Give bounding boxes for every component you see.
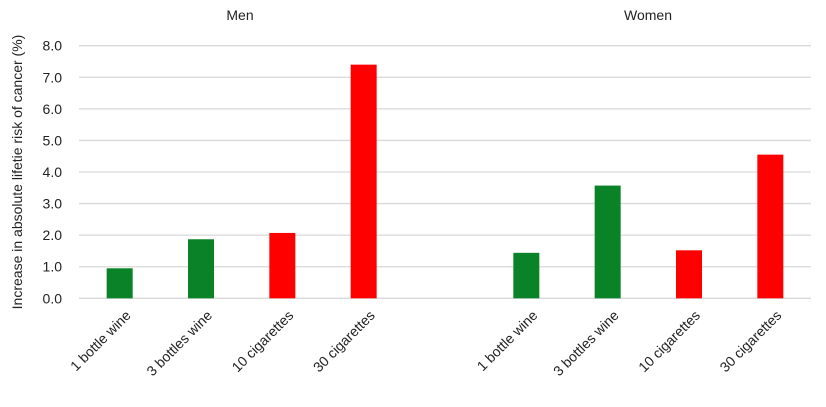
y-axis-ticks: 0.0 1.0 2.0 3.0 4.0 5.0 6.0 7.0 8.0 xyxy=(43,38,63,307)
y-tick-label: 2.0 xyxy=(43,227,63,243)
x-tick-label: 10 cigarettes xyxy=(635,307,703,375)
y-axis-label: Increase in absolute lifetie risk of can… xyxy=(9,35,25,310)
y-tick-label: 6.0 xyxy=(43,101,63,117)
x-tick-label: 1 bottle wine xyxy=(67,307,134,374)
bar-men-2 xyxy=(188,239,214,299)
x-axis-labels: 1 bottle wine 3 bottles wine 10 cigarettes… xyxy=(67,307,785,379)
bar-men-1 xyxy=(106,268,133,299)
y-tick-label: 4.0 xyxy=(43,164,63,180)
bar-women-4 xyxy=(757,154,784,299)
x-tick-label: 3 bottles wine xyxy=(143,307,215,379)
y-tick-label: 1.0 xyxy=(43,259,63,275)
x-tick-label: 1 bottle wine xyxy=(474,307,541,374)
bars xyxy=(106,64,784,299)
x-tick-label: 3 bottles wine xyxy=(550,307,622,379)
x-tick-label: 30 cigarettes xyxy=(310,307,378,375)
y-tick-label: 3.0 xyxy=(43,196,63,212)
x-tick-label: 30 cigarettes xyxy=(716,307,784,375)
y-tick-label: 0.0 xyxy=(43,290,63,306)
y-tick-label: 7.0 xyxy=(43,69,63,85)
bar-women-3 xyxy=(676,250,702,299)
bar-women-1 xyxy=(513,252,540,299)
panel-title-men: Men xyxy=(226,7,253,23)
bar-women-2 xyxy=(594,185,621,299)
y-tick-label: 8.0 xyxy=(43,38,63,54)
x-tick-label: 10 cigarettes xyxy=(228,307,296,375)
y-tick-label: 5.0 xyxy=(43,132,63,148)
bar-men-4 xyxy=(350,64,377,299)
bar-men-3 xyxy=(269,232,296,299)
panel-title-women: Women xyxy=(624,7,672,23)
